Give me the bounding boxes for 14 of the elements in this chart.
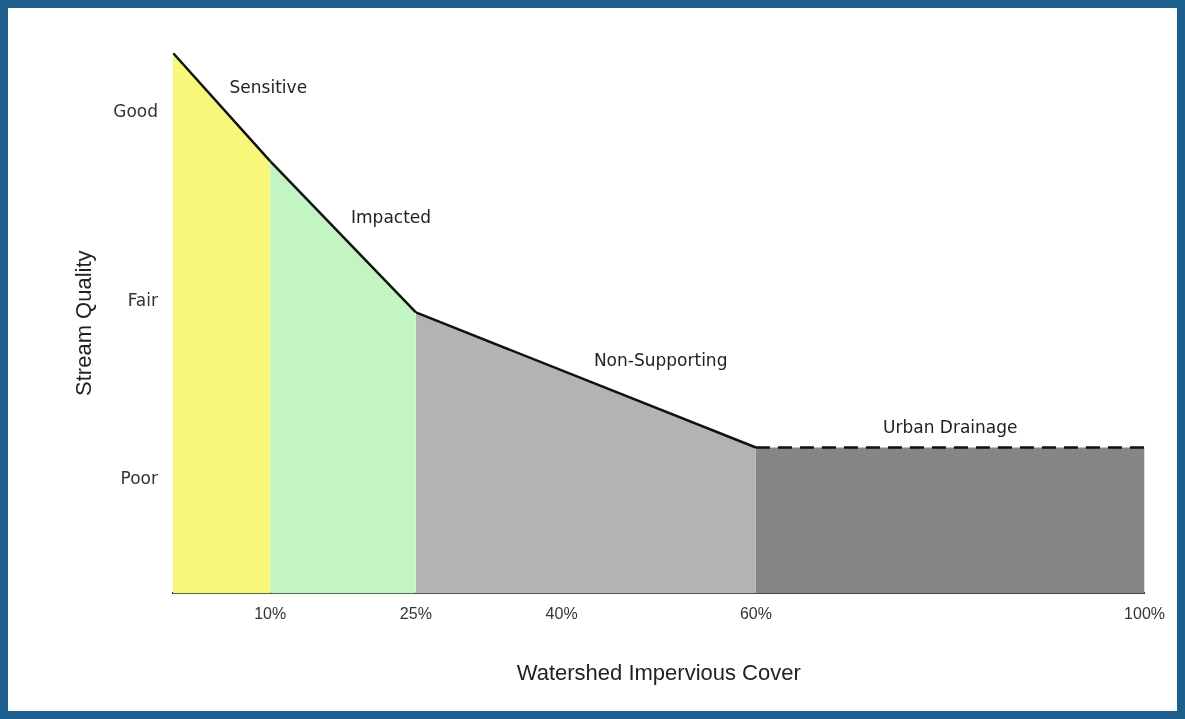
y-axis-title: Stream Quality [71,250,97,396]
series-label: Sensitive [229,76,308,97]
series-label: Impacted [351,206,432,227]
text: Fair [127,290,158,311]
x-tick-label: 100% [1124,605,1165,623]
series-label: Non-Supporting [593,349,728,370]
series-label: Urban Drainage [882,417,1018,438]
text: Poor [120,468,159,489]
x-tick-label: 25% [399,605,432,623]
text: Good [113,100,158,121]
x-axis-title: Watershed Impervious Cover [516,659,801,685]
x-tick-label: 40% [545,605,578,623]
x-tick-label: 60% [739,605,772,623]
x-tick-label: 10% [254,605,287,623]
